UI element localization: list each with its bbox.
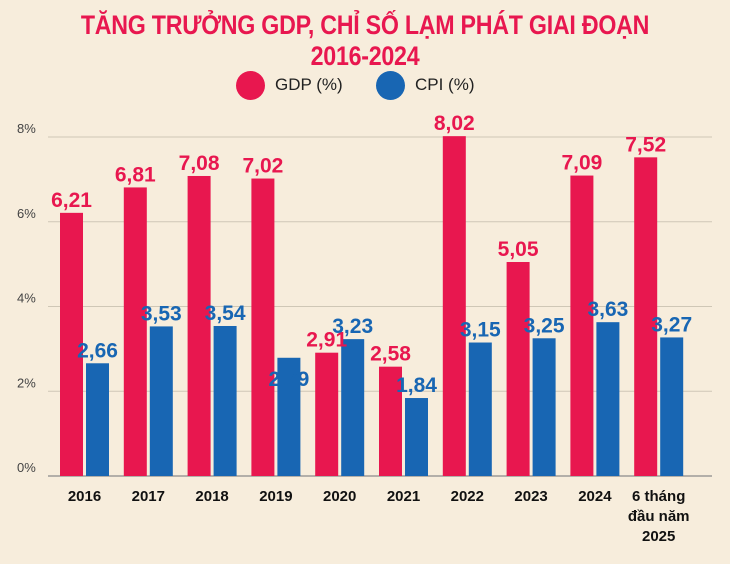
bar-cpi [660, 337, 684, 476]
data-label-cpi: 3,15 [460, 319, 501, 342]
data-label-gdp: 7,09 [561, 152, 602, 175]
bar-cpi [468, 342, 492, 476]
data-label-gdp: 2,91 [306, 329, 347, 352]
x-tick-label: 2022 [451, 488, 484, 505]
legend-item-gdp: GDP (%) [236, 68, 343, 102]
data-label-gdp: 7,08 [179, 152, 220, 175]
bar-cpi [596, 322, 620, 476]
legend-swatch-gdp [236, 70, 265, 100]
x-tick-label: 2019 [259, 488, 292, 505]
bar-gdp [379, 366, 402, 476]
legend-swatch-cpi [376, 70, 405, 100]
data-label-cpi: 3,54 [205, 302, 246, 325]
bar-gdp [251, 178, 275, 476]
data-label-cpi: 3,63 [587, 298, 628, 321]
bar-gdp [315, 352, 339, 476]
bar-gdp [442, 136, 466, 476]
x-tick-label: 2016 [68, 488, 101, 505]
x-tick-label: 2021 [387, 488, 420, 505]
bar-cpi [341, 339, 365, 476]
bar-gdp [187, 175, 211, 477]
data-label-gdp: 2,58 [370, 343, 411, 366]
x-tick-label: 2023 [514, 488, 547, 505]
x-tick-label: 2024 [578, 488, 612, 505]
data-label-cpi: 3,53 [141, 302, 182, 325]
legend-label-cpi: CPI (%) [415, 75, 475, 94]
x-tick-label: 2017 [132, 488, 165, 505]
y-tick-label: 0% [17, 460, 36, 475]
data-label-cpi: 2,79 [268, 368, 309, 391]
data-label-gdp: 5,05 [498, 238, 539, 261]
legend-label-gdp: GDP (%) [275, 75, 343, 94]
bar-gdp [570, 175, 594, 476]
bar-cpi [86, 363, 109, 476]
y-tick-label: 4% [17, 291, 36, 306]
data-label-cpi: 2,66 [77, 339, 118, 362]
data-label-cpi: 3,23 [332, 315, 373, 338]
bar-gdp [634, 157, 658, 476]
y-tick-label: 2% [17, 375, 36, 390]
data-label-cpi: 3,27 [651, 313, 692, 336]
bar-gdp [123, 187, 147, 476]
data-label-cpi: 1,84 [396, 374, 437, 397]
x-tick-label: 2020 [323, 488, 356, 505]
bar-gdp [60, 212, 83, 476]
data-label-gdp: 7,52 [625, 133, 666, 156]
data-label-gdp: 6,21 [51, 189, 92, 212]
chart-title: TĂNG TRƯỞNG GDP, CHỈ SỐ LẠM PHÁT GIAI ĐO… [80, 10, 650, 71]
x-tick-label: 6 tháng [632, 488, 685, 505]
bar-cpi [405, 398, 428, 476]
y-tick-label: 6% [17, 206, 36, 221]
x-tick-label: đầu năm [628, 508, 690, 525]
x-tick-label: 2018 [195, 488, 228, 505]
data-label-gdp: 8,02 [434, 112, 475, 135]
data-label-gdp: 6,81 [115, 163, 156, 186]
x-tick-label: 2025 [642, 528, 675, 545]
bar-cpi [532, 338, 556, 476]
data-label-gdp: 7,02 [242, 155, 283, 178]
bar-cpi [149, 326, 173, 476]
bar-cpi [213, 325, 237, 476]
bar-cpi [277, 357, 301, 476]
y-tick-label: 8% [17, 121, 36, 136]
data-label-cpi: 3,25 [524, 314, 565, 337]
legend-item-cpi: CPI (%) [376, 68, 475, 102]
legend: GDP (%) CPI (%) [0, 68, 730, 102]
bar-gdp [506, 262, 530, 476]
